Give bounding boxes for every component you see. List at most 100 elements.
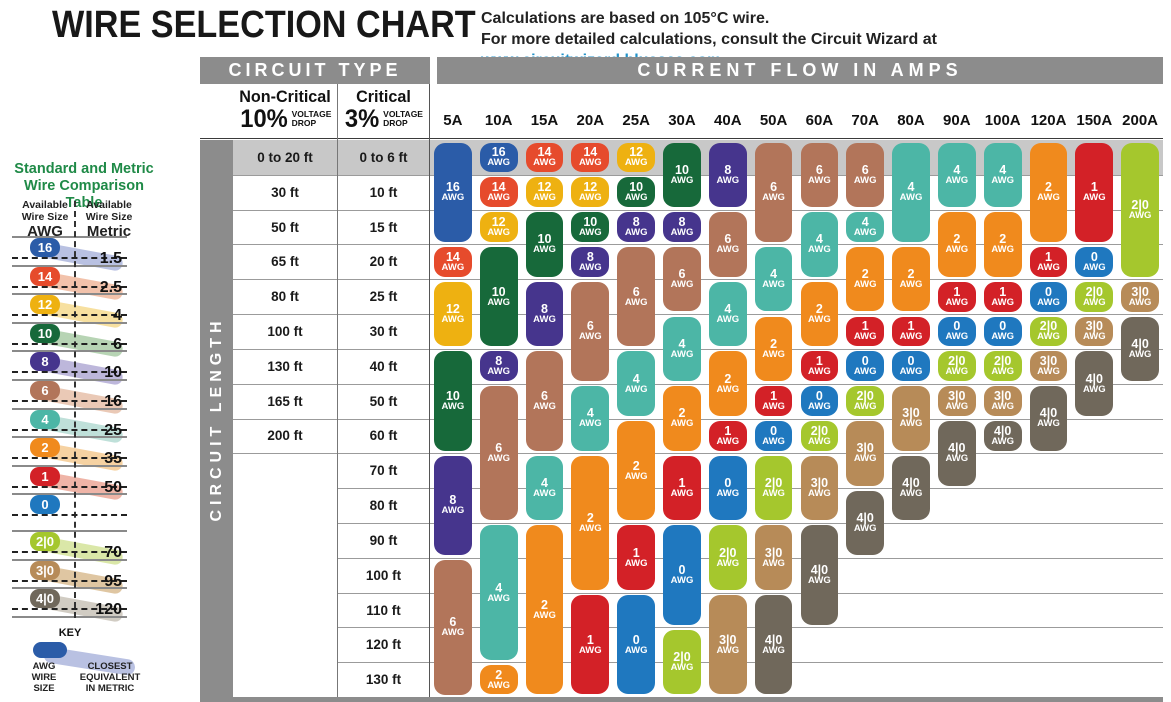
current-flow-header: CURRENT FLOW IN AMPS xyxy=(437,57,1163,84)
pill-awg-suffix: AWG xyxy=(1037,296,1060,308)
sidebar-dashed-line xyxy=(12,608,127,611)
grid-line xyxy=(233,244,1163,246)
pill-70A-6: 6 AWG xyxy=(846,142,885,208)
pill-80A-300: 3|0 AWG xyxy=(892,386,930,451)
circuit-type-header: CIRCUIT TYPE xyxy=(200,57,430,84)
pill-awg-number: 6 xyxy=(541,389,548,404)
row-label-noncritical-5: 100 ft xyxy=(267,324,303,339)
bottom-bar xyxy=(200,697,1163,702)
pill-40A-200: 2|0 AWG xyxy=(708,525,747,590)
sidebar-row-line xyxy=(12,530,127,532)
pill-awg-suffix: AWG xyxy=(670,348,694,360)
pill-awg-suffix: AWG xyxy=(578,644,602,656)
pill-awg-number: 6 xyxy=(861,162,869,177)
pill-awg-number: 2 xyxy=(815,302,823,317)
pill-60A-200: 2|0 AWG xyxy=(800,421,839,451)
metric-value-6: 6 xyxy=(113,335,122,353)
pill-awg-number: 3|0 xyxy=(1085,319,1103,334)
pill-awg-suffix: AWG xyxy=(762,644,785,656)
row-label-critical-8: 60 ft xyxy=(369,428,398,444)
row-label-noncritical-7: 165 ft xyxy=(267,393,303,409)
pill-awg-suffix: AWG xyxy=(441,627,465,639)
pill-awg-number: 2 xyxy=(678,406,686,421)
pill-80A-4: 4 AWG xyxy=(892,142,930,242)
pill-awg-suffix: AWG xyxy=(578,157,602,169)
pill-awg-number: 2 xyxy=(999,232,1007,247)
key-awg-label: AWG WIRE SIZE xyxy=(31,661,57,694)
critical-header: Critical 3% VOLTAGE DROP xyxy=(338,87,429,132)
pill-90A-4: 4 AWG xyxy=(937,142,976,208)
pill-awg-suffix: AWG xyxy=(487,226,511,238)
pill-awg-number: 8 xyxy=(632,214,640,229)
pill-awg-suffix: AWG xyxy=(487,157,511,169)
pill-5A-12: 12 AWG xyxy=(434,281,472,347)
grid-line xyxy=(338,627,1163,629)
metric-value-95: 95 xyxy=(104,572,122,590)
sidebar-dashed-line xyxy=(12,579,127,582)
pill-awg-suffix: AWG xyxy=(1128,296,1152,308)
pill-awg-number: 4|0 xyxy=(1039,406,1058,421)
pill-80A-400: 4|0 AWG xyxy=(892,455,930,521)
pill-5A-16: 16 AWG xyxy=(434,142,472,242)
pill-awg-number: 6 xyxy=(449,615,457,630)
pill-awg-number: 4|0 xyxy=(1085,371,1103,386)
sidebar-row-line xyxy=(12,436,127,439)
key-metric-label: CLOSEST EQUIVALENT IN METRIC xyxy=(79,661,141,694)
amp-header-150A: 150A xyxy=(1076,112,1113,129)
pill-awg-number: 2 xyxy=(953,232,961,247)
pill-awg-number: 0 xyxy=(953,319,961,334)
pill-25A-6: 6 AWG xyxy=(617,246,656,347)
pill-awg-number: 14 xyxy=(583,145,598,160)
pill-15A-6: 6 AWG xyxy=(525,351,564,451)
pill-50A-2: 2 AWG xyxy=(754,316,793,382)
pill-awg-suffix: AWG xyxy=(624,157,648,169)
pill-awg-suffix: AWG xyxy=(624,383,648,395)
metric-value-70: 70 xyxy=(104,544,122,561)
pill-awg-number: 2|0 xyxy=(719,545,737,560)
pill-awg-number: 4 xyxy=(632,371,640,386)
pill-awg-number: 3|0 xyxy=(948,389,966,404)
sidebar-dashed-line xyxy=(12,551,127,553)
grid-line xyxy=(338,522,1163,524)
pill-awg-suffix: AWG xyxy=(716,314,740,326)
pill-120A-200: 2|0 AWG xyxy=(1029,316,1068,347)
pill-awg-suffix: AWG xyxy=(716,383,740,395)
pill-awg-number: 2 xyxy=(907,267,915,282)
pill-awg-suffix: AWG xyxy=(441,261,465,273)
pill-30A-8: 8 AWG xyxy=(663,212,701,242)
pill-awg-suffix: AWG xyxy=(716,174,740,186)
circuit-length-bar: CIRCUIT LENGTH xyxy=(200,140,233,697)
pill-awg-suffix: AWG xyxy=(853,331,877,343)
pill-awg-suffix: AWG xyxy=(945,331,969,343)
pill-awg-suffix: AWG xyxy=(1082,296,1106,308)
sidebar-dashed-line xyxy=(12,342,127,345)
sidebar-row-line xyxy=(12,615,127,618)
pill-awg-suffix: AWG xyxy=(487,296,511,308)
pill-awg-number: 2 xyxy=(724,371,732,386)
pill-awg-number: 2|0 xyxy=(673,650,691,665)
pill-10A-14: 14 AWG xyxy=(479,177,518,208)
pill-awg-suffix: AWG xyxy=(808,366,831,378)
amp-header-80A: 80A xyxy=(897,112,925,129)
pill-awg-number: 0 xyxy=(907,354,915,369)
pill-awg-suffix: AWG xyxy=(853,279,877,291)
pill-awg-suffix: AWG xyxy=(1037,366,1060,378)
key-awg-pill xyxy=(33,642,67,658)
pill-awg-suffix: AWG xyxy=(808,488,831,500)
pill-awg-suffix: AWG xyxy=(899,366,923,378)
sidebar-row-line xyxy=(12,493,127,496)
pill-30A-200: 2|0 AWG xyxy=(663,629,701,695)
pill-15A-14: 14 AWG xyxy=(525,142,564,173)
pill-30A-10: 10 AWG xyxy=(663,142,701,208)
pill-90A-1: 1 AWG xyxy=(937,281,976,312)
row-label-noncritical-2: 50 ft xyxy=(271,219,299,235)
pill-awg-number: 2 xyxy=(541,597,548,612)
pill-awg-number: 2|0 xyxy=(948,354,966,369)
pill-awg-number: 2 xyxy=(1045,180,1052,195)
row-label-critical-3: 20 ft xyxy=(369,254,398,270)
metric-value-16: 16 xyxy=(104,393,122,410)
sidebar-dashed-line xyxy=(12,485,127,488)
grid-line xyxy=(338,592,1163,594)
pill-20A-12: 12 AWG xyxy=(571,177,610,208)
pill-20A-10: 10 AWG xyxy=(571,212,610,242)
